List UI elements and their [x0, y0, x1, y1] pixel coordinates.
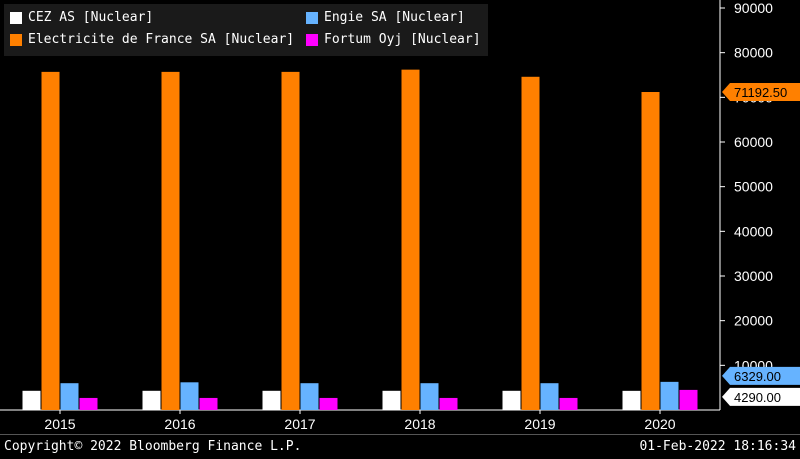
bar-2015-series-2 [60, 383, 79, 410]
legend-label-cez: CEZ AS [Nuclear] [28, 10, 154, 25]
y-tick-label: 20000 [734, 313, 773, 329]
legend: CEZ AS [Nuclear] Electricite de France S… [4, 4, 488, 56]
y-tick-label: 60000 [734, 134, 773, 150]
bar-2018-series-0 [382, 390, 401, 410]
copyright-text: Copyright© 2022 Bloomberg Finance L.P. [4, 439, 302, 454]
last-value-tag-1 [722, 366, 800, 385]
bar-2016-series-2 [180, 382, 199, 410]
y-tick-label: 80000 [734, 45, 773, 61]
legend-item-fortum[interactable]: Fortum Oyj [Nuclear] [306, 32, 481, 47]
last-value-label-2: 4290.00 [734, 390, 781, 405]
last-value-tag-0 [722, 83, 800, 102]
timestamp-text: 01-Feb-2022 18:16:34 [639, 439, 796, 454]
x-tick-label: 2017 [284, 416, 315, 432]
bar-2017-series-0 [262, 390, 281, 410]
bar-2015-series-0 [22, 390, 41, 410]
bar-2017-series-2 [300, 383, 319, 410]
last-value-label-1: 6329.00 [734, 369, 781, 384]
bar-2018-series-3 [439, 397, 458, 410]
legend-item-engie[interactable]: Engie SA [Nuclear] [306, 10, 465, 25]
bar-2016-series-1 [161, 71, 180, 410]
bar-2017-series-3 [319, 397, 338, 410]
bar-2017-series-1 [281, 71, 300, 410]
x-tick-label: 2019 [524, 416, 555, 432]
y-tick-label: 30000 [734, 268, 773, 284]
bar-2019-series-3 [559, 397, 578, 410]
bar-2020-series-1 [641, 92, 660, 410]
legend-item-edf[interactable]: Electricite de France SA [Nuclear] [10, 32, 294, 47]
bar-2016-series-3 [199, 397, 218, 410]
x-tick-label: 2016 [164, 416, 195, 432]
legend-label-edf: Electricite de France SA [Nuclear] [28, 32, 295, 47]
x-tick-label: 2015 [44, 416, 75, 432]
bar-2020-series-0 [622, 390, 641, 410]
y-tick-label: 90000 [734, 0, 773, 16]
bar-2019-series-2 [540, 383, 559, 410]
bar-2019-series-1 [521, 76, 540, 410]
legend-swatch-cez [10, 11, 22, 24]
bar-2020-series-3 [679, 389, 698, 410]
last-value-label-0: 71192.50 [734, 85, 787, 100]
x-tick-label: 2020 [644, 416, 675, 432]
x-tick-label: 2018 [404, 416, 435, 432]
bar-2015-series-1 [41, 71, 60, 410]
last-value-tag-2 [722, 387, 800, 406]
bar-2015-series-3 [79, 397, 98, 410]
legend-swatch-edf [10, 33, 22, 46]
bar-2018-series-1 [401, 69, 420, 410]
bar-2018-series-2 [420, 383, 439, 410]
legend-label-engie: Engie SA [Nuclear] [324, 10, 465, 25]
legend-swatch-fortum [306, 33, 318, 46]
y-tick-label: 40000 [734, 223, 773, 239]
bar-2019-series-0 [502, 390, 521, 410]
bar-2016-series-0 [142, 390, 161, 410]
legend-swatch-engie [306, 11, 318, 24]
chart: 1000020000300004000050000600007000080000… [0, 0, 800, 432]
bar-2020-series-2 [660, 381, 679, 410]
legend-item-cez[interactable]: CEZ AS [Nuclear] [10, 10, 153, 25]
y-tick-label: 50000 [734, 179, 773, 195]
footer: Copyright© 2022 Bloomberg Finance L.P. 0… [0, 434, 800, 459]
legend-label-fortum: Fortum Oyj [Nuclear] [324, 32, 481, 47]
